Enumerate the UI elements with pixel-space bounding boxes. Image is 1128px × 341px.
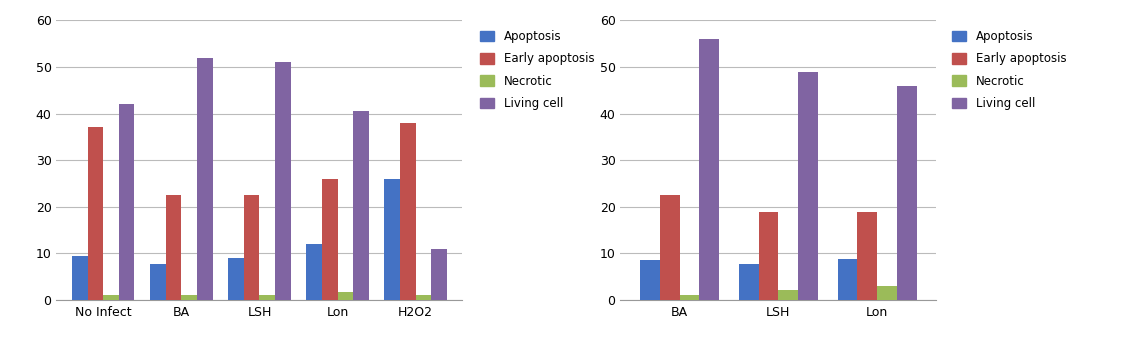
Legend: Apoptosis, Early apoptosis, Necrotic, Living cell: Apoptosis, Early apoptosis, Necrotic, Li…	[476, 26, 598, 114]
Bar	[104, 295, 118, 300]
Bar	[431, 249, 447, 300]
Bar	[118, 104, 134, 300]
Bar	[838, 259, 857, 300]
Bar	[679, 295, 699, 300]
Bar	[400, 123, 415, 300]
Bar	[307, 244, 321, 300]
Bar	[228, 258, 244, 300]
Bar	[337, 292, 353, 300]
Bar	[799, 72, 818, 300]
Bar	[72, 256, 88, 300]
Bar	[415, 295, 431, 300]
Bar	[244, 195, 259, 300]
Bar	[897, 86, 917, 300]
Bar	[166, 195, 182, 300]
Bar	[739, 264, 759, 300]
Bar	[778, 290, 799, 300]
Bar	[878, 286, 897, 300]
Bar	[197, 58, 212, 300]
Bar	[353, 112, 369, 300]
Bar	[857, 211, 878, 300]
Bar	[321, 179, 337, 300]
Bar	[660, 195, 679, 300]
Bar	[759, 211, 778, 300]
Bar	[275, 62, 291, 300]
Bar	[259, 295, 275, 300]
Legend: Apoptosis, Early apoptosis, Necrotic, Living cell: Apoptosis, Early apoptosis, Necrotic, Li…	[949, 26, 1069, 114]
Bar	[385, 179, 400, 300]
Bar	[150, 264, 166, 300]
Bar	[699, 39, 720, 300]
Bar	[641, 261, 660, 300]
Bar	[88, 127, 104, 300]
Bar	[182, 295, 197, 300]
